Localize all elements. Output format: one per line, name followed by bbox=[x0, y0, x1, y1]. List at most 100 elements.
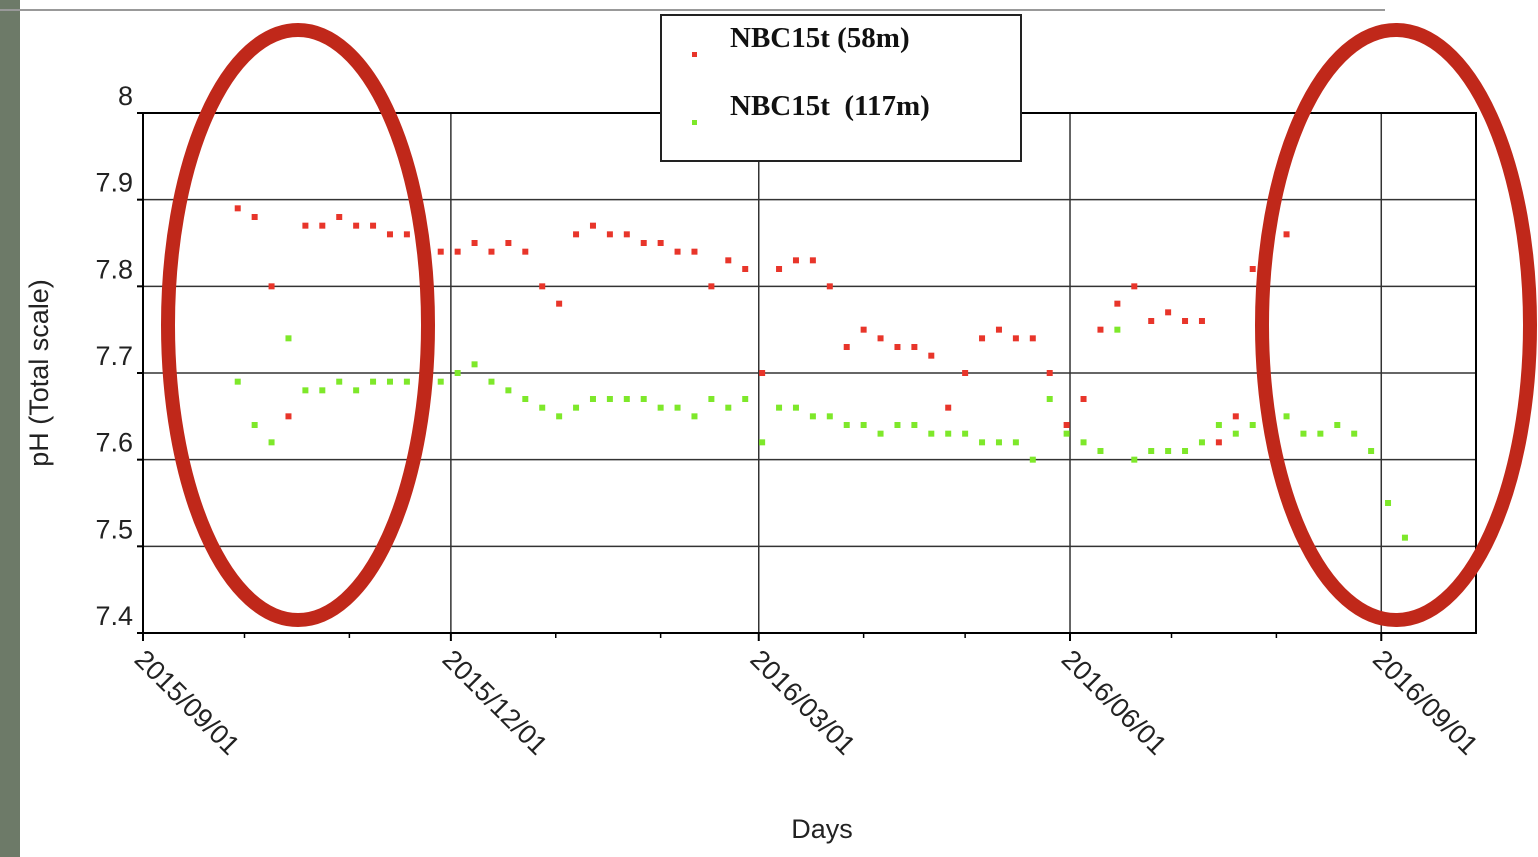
point bbox=[319, 387, 326, 394]
point bbox=[336, 214, 343, 220]
legend-marker bbox=[692, 52, 697, 57]
highlight-oval bbox=[161, 23, 435, 627]
point bbox=[640, 396, 647, 402]
point bbox=[1165, 309, 1172, 316]
point bbox=[860, 326, 867, 333]
point bbox=[1148, 318, 1155, 324]
point bbox=[1046, 396, 1053, 402]
point bbox=[1114, 326, 1121, 333]
point bbox=[1131, 456, 1138, 463]
x-tick-label: 2015/09/01 bbox=[129, 644, 246, 761]
point bbox=[1080, 439, 1087, 446]
point bbox=[1131, 283, 1138, 290]
point bbox=[285, 413, 292, 420]
point bbox=[1283, 231, 1290, 238]
point bbox=[454, 248, 461, 255]
legend-label: NBC15t (58m) bbox=[730, 22, 910, 54]
point bbox=[623, 396, 630, 402]
point bbox=[928, 352, 935, 359]
point bbox=[708, 396, 715, 402]
point bbox=[1012, 439, 1019, 446]
point bbox=[1148, 448, 1155, 454]
point bbox=[1198, 439, 1205, 446]
point bbox=[539, 404, 546, 411]
point bbox=[1368, 448, 1375, 454]
y-tick-label: 7.8 bbox=[95, 254, 133, 284]
point bbox=[302, 222, 309, 229]
point bbox=[725, 257, 732, 264]
point bbox=[979, 335, 986, 342]
x-tick-label: 2016/06/01 bbox=[1056, 644, 1173, 761]
point bbox=[370, 378, 377, 385]
point bbox=[556, 300, 563, 307]
point bbox=[894, 344, 901, 350]
point bbox=[860, 422, 867, 428]
point bbox=[1097, 448, 1104, 454]
point bbox=[353, 387, 360, 394]
point bbox=[843, 422, 850, 428]
point bbox=[691, 413, 698, 420]
point bbox=[353, 222, 360, 229]
point bbox=[1334, 422, 1341, 428]
point bbox=[319, 222, 326, 229]
y-tick-label: 7.6 bbox=[95, 428, 133, 458]
point bbox=[759, 439, 766, 446]
point bbox=[962, 430, 969, 437]
point bbox=[589, 396, 596, 402]
point bbox=[877, 430, 884, 437]
point bbox=[606, 396, 613, 402]
point bbox=[488, 248, 495, 255]
point bbox=[386, 231, 393, 238]
point bbox=[573, 404, 580, 411]
point bbox=[539, 283, 546, 290]
point bbox=[979, 439, 986, 446]
highlight-oval bbox=[1255, 23, 1537, 627]
point bbox=[776, 266, 783, 272]
point bbox=[691, 248, 698, 255]
point bbox=[843, 344, 850, 350]
x-tick-label: 2016/03/01 bbox=[745, 644, 862, 761]
point bbox=[826, 413, 833, 420]
point bbox=[995, 326, 1002, 333]
point bbox=[505, 387, 512, 394]
point bbox=[1385, 500, 1392, 506]
point bbox=[1046, 370, 1053, 376]
point bbox=[437, 378, 444, 385]
point bbox=[268, 439, 275, 446]
y-tick-label: 7.9 bbox=[95, 168, 133, 198]
legend-label: NBC15t (117m) bbox=[730, 90, 930, 122]
point bbox=[1182, 448, 1189, 454]
point bbox=[1249, 422, 1256, 428]
point bbox=[792, 257, 799, 264]
point bbox=[945, 404, 952, 411]
point bbox=[437, 248, 444, 255]
point bbox=[911, 344, 918, 350]
point bbox=[995, 439, 1002, 446]
y-tick-label: 7.5 bbox=[95, 514, 133, 544]
point bbox=[302, 387, 309, 394]
point bbox=[826, 283, 833, 290]
point bbox=[1012, 335, 1019, 342]
point bbox=[759, 370, 766, 376]
point bbox=[336, 378, 343, 385]
point bbox=[792, 404, 799, 411]
point bbox=[742, 266, 749, 272]
point bbox=[623, 231, 630, 238]
point bbox=[894, 422, 901, 428]
point bbox=[488, 378, 495, 385]
point bbox=[522, 248, 529, 255]
point bbox=[505, 240, 512, 246]
point bbox=[945, 430, 952, 437]
point bbox=[928, 430, 935, 437]
x-tick-label: 2016/09/01 bbox=[1367, 644, 1484, 761]
point bbox=[1080, 396, 1087, 402]
point bbox=[725, 404, 732, 411]
point bbox=[1401, 534, 1408, 541]
point bbox=[657, 404, 664, 411]
point bbox=[522, 396, 529, 402]
point bbox=[403, 231, 410, 238]
point bbox=[589, 222, 596, 229]
point bbox=[370, 222, 377, 229]
point bbox=[1283, 413, 1290, 420]
